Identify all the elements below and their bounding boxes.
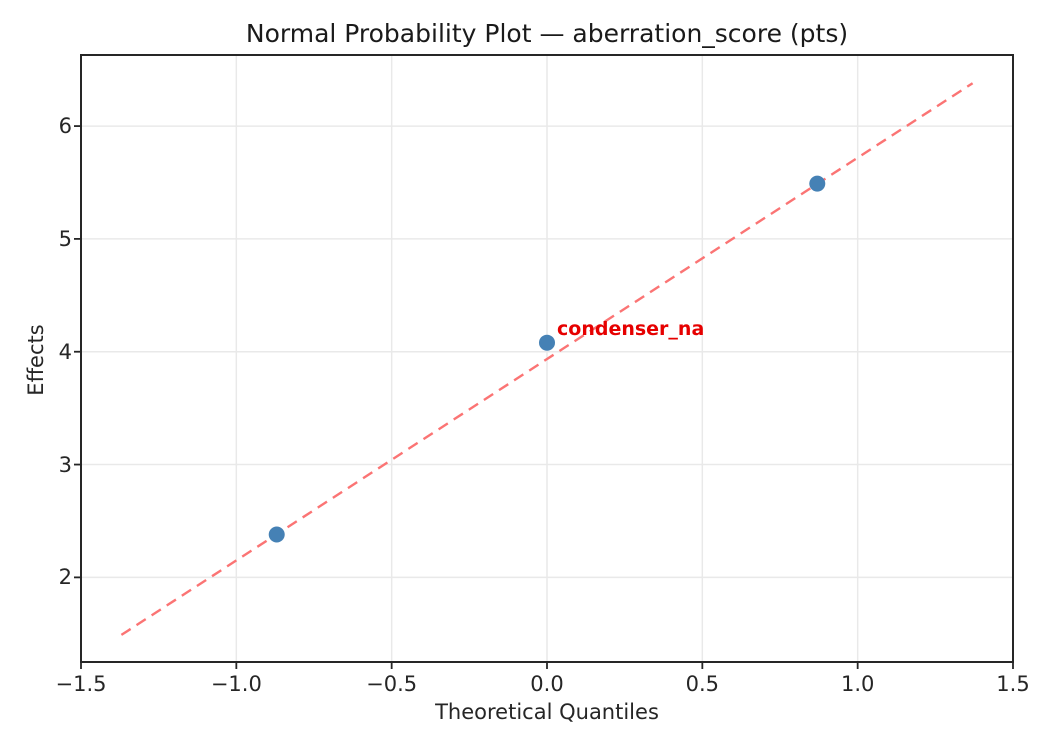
x-tick-label: 1.0 — [840, 672, 875, 696]
data-point — [809, 175, 826, 192]
y-tick-label: 4 — [58, 339, 72, 364]
x-tick-label: 0.0 — [530, 672, 564, 696]
x-tick-label: 1.5 — [996, 672, 1030, 696]
y-tick-label: 2 — [58, 565, 72, 590]
x-tick-label: −0.5 — [366, 672, 418, 696]
y-tick-label: 5 — [58, 226, 72, 251]
x-tick-label: 0.5 — [685, 672, 720, 696]
fit-line — [120, 82, 974, 636]
x-tick-label: −1.0 — [210, 672, 262, 696]
point-annotation: condenser_na — [557, 317, 705, 340]
y-tick-label: 6 — [58, 114, 72, 139]
data-point — [539, 334, 555, 351]
x-tick-label: −1.5 — [55, 672, 107, 696]
data-point — [268, 526, 285, 543]
x-axis-label: Theoretical Quantiles — [435, 700, 659, 724]
y-tick-label: 3 — [58, 452, 72, 477]
chart-title: Normal Probability Plot — aberration_sco… — [245, 19, 849, 48]
